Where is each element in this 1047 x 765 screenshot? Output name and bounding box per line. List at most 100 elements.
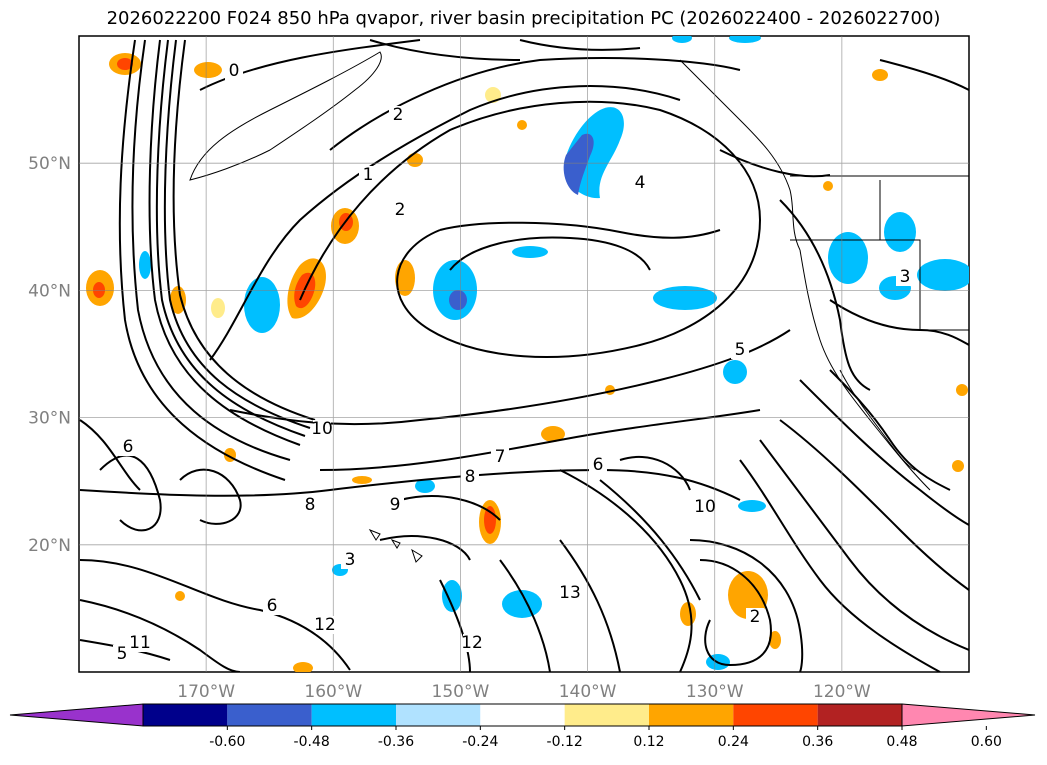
contour-label: 3 [900, 267, 911, 287]
hawaii-1 [368, 528, 381, 541]
colorbar-tick-label: -0.60 [209, 734, 245, 750]
contour-line [369, 39, 521, 61]
contour-label-bg [225, 62, 243, 80]
contour-label: 8 [305, 495, 316, 515]
contour-line [689, 539, 804, 672]
contour-line [779, 419, 969, 591]
contour-line [329, 57, 741, 151]
colorbar-tick-label: 0.36 [802, 734, 833, 750]
contour-label-bg [731, 341, 749, 359]
contour-label: 0 [229, 61, 240, 81]
contour-label-bg [589, 456, 607, 474]
contour-label-bg [341, 551, 359, 569]
contour-label-bg [316, 616, 334, 634]
colorbar-tick-label: 0.60 [971, 734, 1002, 750]
shade-pos-170w [170, 286, 186, 314]
shade-neg-ca1 [828, 232, 868, 284]
contour-line [199, 39, 421, 91]
contour-line [299, 100, 762, 358]
shade-neg-135w [653, 286, 717, 310]
coastline-baja [839, 369, 916, 471]
latitude-labels: 20°N 30°N 40°N 50°N [28, 154, 71, 556]
contour-label: 7 [495, 447, 506, 467]
lon-tick-label: 170°W [177, 682, 235, 702]
contour-line [155, 39, 306, 437]
lon-tick-label: 140°W [559, 682, 617, 702]
contour-label: 12 [461, 633, 483, 653]
contour-line [559, 539, 621, 672]
shade-pos-small6 [823, 181, 833, 191]
border-states2 [880, 239, 969, 331]
contour-line [163, 39, 311, 429]
contour-line [449, 236, 651, 271]
contour-line [559, 469, 693, 672]
contour-label-bg [631, 174, 649, 192]
colorbar-segment [564, 704, 649, 726]
contour-line [619, 455, 691, 491]
contour-line [209, 85, 681, 361]
shade-neg-ca3 [917, 259, 969, 291]
contour-line [118, 39, 286, 481]
contour-line [799, 379, 969, 526]
contour-label-bg [561, 584, 579, 602]
colorbar-tick-label: -0.36 [378, 734, 414, 750]
colorbar: -0.60 -0.48 -0.36 -0.24 -0.12 0.12 0.24 0.36 0.4… [9, 703, 1036, 750]
shade-neg-lower1 [415, 479, 435, 493]
contour-line [879, 59, 969, 91]
colorbar-tick-label: -0.48 [294, 734, 330, 750]
shade-neg-mid-core [449, 290, 467, 310]
contour-label-bg [491, 448, 509, 466]
contour-label: 11 [129, 633, 151, 653]
lon-tick-label: 160°W [304, 682, 362, 702]
contour-label: 10 [694, 497, 716, 517]
contour-label: 1 [363, 165, 374, 185]
gridlines [79, 36, 969, 672]
contour-line [172, 39, 316, 421]
lon-tick-label: 130°W [686, 682, 744, 702]
shade-pos-small2 [175, 591, 185, 601]
contour-label-bg [119, 438, 137, 456]
contour-label: 6 [267, 596, 278, 616]
contour-label: 6 [123, 437, 134, 457]
lat-tick-label: 50°N [28, 154, 71, 174]
contour-line [439, 221, 721, 239]
contour-label: 5 [735, 340, 746, 360]
contour-line [499, 559, 551, 672]
lat-tick-label: 40°N [28, 281, 71, 301]
longitude-labels: 170°W 160°W 150°W 140°W 130°W 120°W [177, 682, 871, 702]
colorbar-segment [649, 704, 734, 726]
qvapor-contours [79, 39, 969, 672]
shade-pos-140w [541, 426, 565, 442]
colorbar-tick-label: -0.12 [547, 734, 583, 750]
contour-line [319, 409, 761, 471]
contour-label-bg [391, 201, 409, 219]
shade-pos-130w [680, 602, 696, 626]
shade-neg-140w [512, 246, 548, 258]
colorbar-segment [817, 704, 902, 726]
contour-line [79, 559, 351, 671]
contour-line [148, 39, 301, 446]
shade-neg-top2 [729, 36, 761, 43]
coastlines [189, 51, 969, 563]
contour-line [399, 495, 501, 521]
contour-label-bg [386, 496, 404, 514]
shade-neg-lower3 [738, 500, 766, 512]
colorbar-segment [143, 704, 228, 726]
contour-label-bg [301, 496, 319, 514]
contour-label-bg [131, 634, 149, 652]
contour-label-bg [313, 420, 331, 438]
colorbar-extend-low [9, 703, 144, 727]
colorbar-frame [142, 703, 903, 727]
lon-tick-label: 150°W [432, 682, 490, 702]
coastline-alaska [189, 51, 382, 181]
shade-pos-small3 [407, 153, 423, 167]
map-frame [78, 35, 970, 673]
contour-label-bg [359, 166, 377, 184]
contour-line [79, 599, 241, 672]
contour-line [379, 535, 471, 561]
shade-neg-ca2 [884, 212, 916, 252]
shade-neg-ak-core [563, 133, 594, 195]
colorbar-segment [396, 704, 481, 726]
contour-line [179, 468, 242, 525]
